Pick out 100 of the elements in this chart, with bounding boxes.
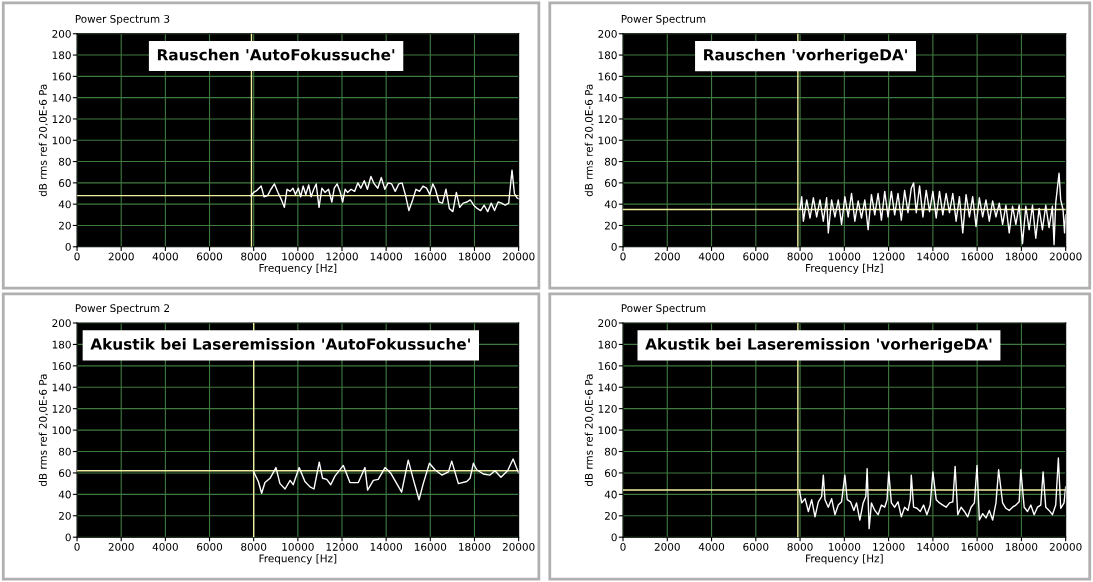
y-tick-label: 180 [598, 51, 617, 60]
x-tick-label: 4000 [152, 252, 178, 261]
annotation: Rauschen 'vorherigeDA' [704, 48, 907, 64]
chart-title: Power Spectrum [621, 14, 706, 25]
x-tick-label: 12000 [326, 252, 358, 261]
x-tick-label: 6000 [197, 252, 223, 261]
chart-title: Power Spectrum 2 [75, 304, 170, 315]
y-tick-label: 140 [52, 93, 71, 102]
line-series [798, 457, 1066, 530]
y-tick-label: 160 [598, 72, 617, 81]
y-tick-label: 0 [65, 242, 71, 251]
y-tick-label: 100 [52, 426, 71, 435]
x-tick-label: 16000 [414, 542, 447, 551]
y-axis-title: dB rms ref 20,0E-6 Pa [38, 374, 48, 487]
annotation: Akustik bei Laseremission 'vorherigeDA' [645, 338, 992, 353]
y-tick-label: 60 [58, 179, 71, 187]
x-tick-label: 2000 [654, 252, 680, 261]
y-tick-label: 200 [598, 319, 617, 328]
y-tick-label: 100 [598, 136, 617, 145]
x-tick-label: 18000 [1005, 252, 1038, 261]
y-tick-label: 200 [52, 29, 71, 38]
x-tick-label: 16000 [961, 542, 994, 551]
annotation: Rauschen 'AutoFokussuche' [157, 48, 395, 61]
y-tick-label: 200 [52, 319, 71, 328]
y-tick-label: 80 [58, 157, 71, 166]
y-tick-label: 120 [598, 115, 617, 124]
x-tick-label: 6000 [743, 542, 769, 551]
y-tick-label: 20 [59, 221, 71, 230]
y-axis-title: dB rms ref 20,0E-6 Pa [584, 84, 594, 197]
y-tick-label: 200 [598, 29, 617, 38]
y-tick-label: 120 [52, 115, 71, 124]
x-tick-label: 4000 [152, 542, 178, 551]
x-axis-title: Frequency [Hz] [806, 554, 883, 565]
x-tick-label: 14000 [370, 542, 403, 551]
y-tick-label: 40 [58, 200, 71, 209]
y-axis-title: dB rms ref 20,0E-6 Pa [38, 84, 48, 197]
y-tick-label: 20 [604, 221, 617, 230]
x-axis-title: Frequency [Hz] [259, 554, 337, 565]
x-tick-label: 12000 [873, 542, 905, 551]
x-tick-label: 2000 [108, 252, 134, 261]
x-tick-label: 16000 [414, 252, 447, 261]
x-tick-label: 0 [74, 542, 80, 551]
y-tick-label: 180 [52, 340, 71, 349]
y-tick-label: 0 [611, 533, 617, 542]
y-tick-label: 180 [52, 51, 71, 60]
x-tick-label: 16000 [961, 252, 994, 261]
x-tick-label: 10000 [828, 252, 861, 261]
y-tick-label: 180 [598, 340, 617, 349]
annotation: Akustik bei Laseremission 'AutoFokussuche' [90, 338, 470, 350]
y-tick-label: 140 [598, 93, 617, 102]
y-tick-label: 80 [604, 447, 617, 456]
x-tick-label: 10000 [282, 252, 314, 261]
x-tick-label: 10000 [828, 542, 861, 551]
y-tick-label: 160 [598, 362, 617, 370]
y-tick-label: 0 [65, 533, 71, 542]
y-tick-label: 140 [52, 383, 71, 392]
chart-title: Power Spectrum [621, 304, 706, 315]
y-tick-label: 60 [604, 179, 617, 187]
y-tick-label: 60 [58, 469, 71, 478]
x-tick-label: 6000 [197, 542, 223, 551]
x-tick-label: 8000 [241, 252, 267, 261]
x-tick-label: 8000 [241, 542, 267, 551]
y-tick-label: 60 [604, 469, 617, 478]
y-tick-label: 20 [59, 511, 71, 520]
x-tick-label: 4000 [698, 252, 725, 261]
x-tick-label: 14000 [917, 542, 949, 551]
x-axis-title: Frequency [Hz] [806, 263, 883, 274]
x-tick-label: 12000 [326, 542, 358, 551]
x-tick-label: 2000 [654, 542, 680, 551]
x-tick-label: 12000 [873, 252, 905, 261]
y-tick-label: 100 [52, 136, 71, 145]
y-tick-label: 40 [58, 490, 71, 499]
x-tick-label: 14000 [370, 252, 403, 261]
x-tick-label: 8000 [787, 542, 813, 551]
x-tick-label: 4000 [698, 542, 725, 551]
y-axis-title: dB rms ref 20,0E-6 Pa [584, 374, 594, 487]
x-tick-label: 20000 [1049, 252, 1082, 261]
x-axis-title: Frequency [Hz] [259, 263, 337, 274]
x-tick-label: 0 [620, 542, 626, 551]
x-tick-label: 0 [74, 252, 80, 261]
y-tick-label: 80 [58, 447, 71, 456]
chart-title: Power Spectrum 3 [75, 14, 170, 25]
x-tick-label: 14000 [917, 252, 949, 261]
x-tick-label: 0 [620, 252, 626, 261]
x-tick-label: 2000 [108, 542, 134, 551]
y-tick-label: 160 [52, 362, 71, 370]
y-tick-label: 80 [604, 157, 617, 166]
line-series [799, 172, 1066, 246]
line-series [250, 169, 519, 213]
x-tick-label: 20000 [502, 252, 535, 261]
x-tick-label: 18000 [1005, 542, 1038, 551]
y-tick-label: 20 [604, 511, 617, 520]
x-tick-label: 20000 [502, 542, 535, 551]
x-tick-label: 8000 [787, 252, 813, 261]
y-tick-label: 100 [598, 426, 617, 435]
y-tick-label: 0 [611, 242, 617, 251]
x-tick-label: 18000 [459, 542, 491, 551]
line-series [252, 458, 519, 501]
y-tick-label: 160 [52, 72, 71, 81]
y-tick-label: 40 [604, 200, 617, 209]
